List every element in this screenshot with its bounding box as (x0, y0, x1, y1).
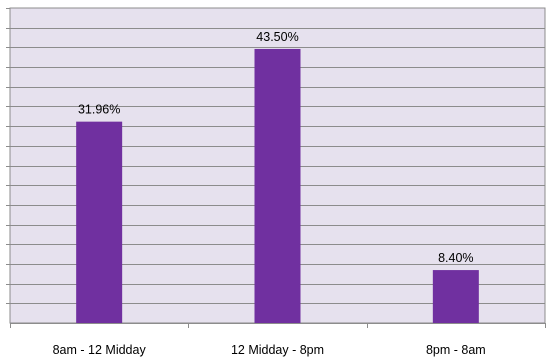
data-label-3: 8.40% (438, 251, 473, 265)
bar-2 (254, 48, 301, 323)
data-label-2: 43.50% (256, 30, 298, 44)
bars (76, 48, 479, 323)
x-axis (10, 323, 546, 328)
bar-1 (76, 121, 123, 323)
data-label-1: 31.96% (78, 103, 120, 117)
bar-3 (432, 270, 479, 323)
x-tick-label-2: 12 Midday - 8pm (231, 343, 324, 357)
x-tick-labels: 8am - 12 Midday 12 Midday - 8pm 8pm - 8am (53, 343, 486, 357)
x-tick-label-1: 8am - 12 Midday (53, 343, 147, 357)
x-tick-label-3: 8pm - 8am (426, 343, 486, 357)
data-labels: 31.96% 43.50% 8.40% (78, 30, 474, 265)
